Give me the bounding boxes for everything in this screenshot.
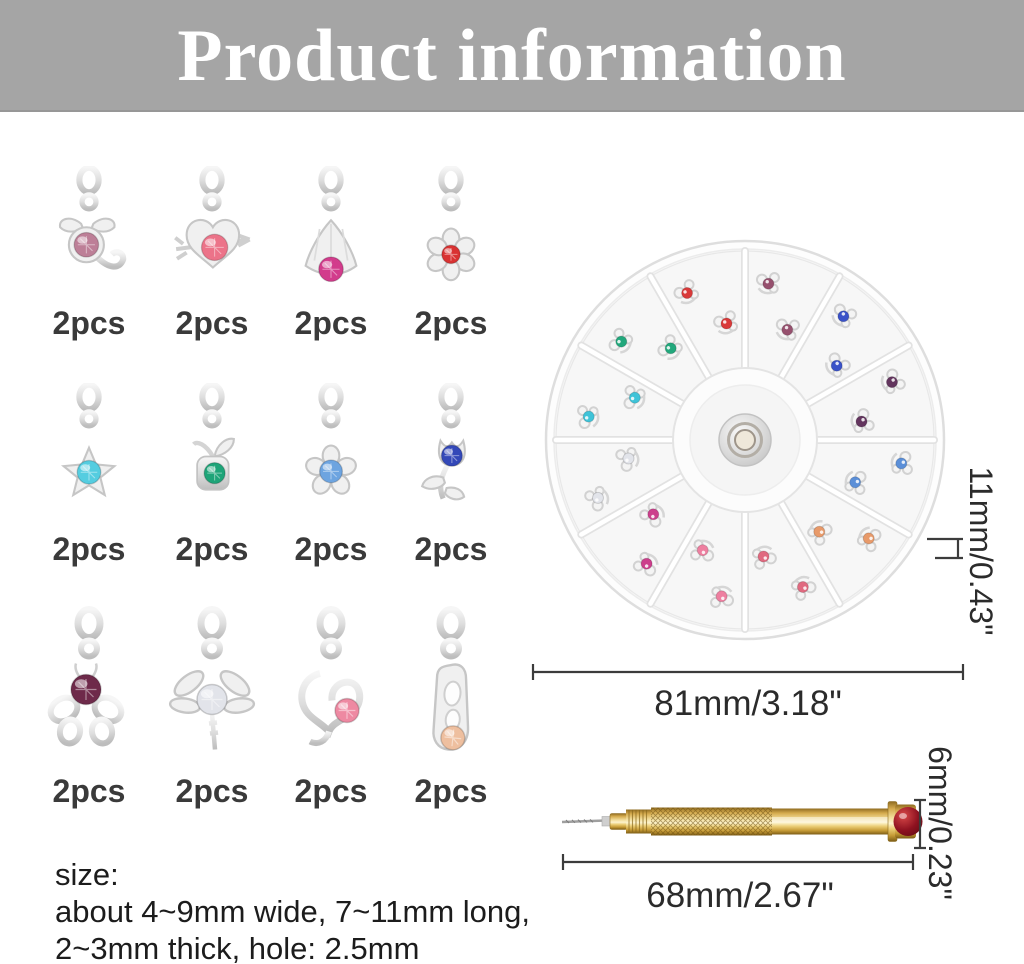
drill-bit — [561, 816, 612, 827]
wheel-charm — [844, 470, 867, 495]
charm-count-label: 2pcs — [52, 305, 126, 341]
wheel-charm — [751, 545, 777, 570]
drill-cap-gem — [893, 807, 923, 836]
flower-charm-image — [305, 383, 357, 495]
wheel-charm — [790, 575, 817, 601]
wheel-charm — [755, 272, 780, 295]
charm-item: 2pcs — [270, 606, 392, 813]
rhinestone-wheel-image — [543, 238, 947, 642]
charm-item: 2pcs — [28, 166, 150, 345]
charm-item: 2pcs — [390, 606, 512, 813]
wheel-diameter-label: 81mm/3.18" — [654, 684, 842, 723]
wheel-charm — [890, 450, 913, 475]
drill-diameter-label: 6mm/0.23" — [922, 746, 958, 900]
wheel-charm — [710, 585, 735, 608]
dragonfly-charm-image — [168, 606, 256, 750]
wheel-charm — [577, 405, 600, 430]
wheel-charm — [713, 310, 739, 335]
wheel-charm — [632, 551, 659, 577]
drill-length-dimension-line — [561, 854, 915, 870]
charm-item: 2pcs — [270, 166, 392, 345]
wheel-charm — [657, 334, 683, 360]
charm-item: 2pcs — [151, 166, 273, 345]
charm-item: 2pcs — [28, 383, 150, 571]
charm-count-label: 2pcs — [52, 531, 126, 567]
wheel-charm — [608, 327, 634, 354]
charm-count-label: 2pcs — [414, 773, 488, 809]
wheel-charm — [856, 526, 882, 553]
drill-diameter-dimension-bracket — [914, 798, 926, 850]
hand-drill-image — [561, 801, 923, 842]
charm-count-label: 2pcs — [175, 305, 249, 341]
wheel-height-label: 11mm/0.43" — [963, 466, 999, 636]
butterfly-charm-image — [47, 606, 125, 747]
size-note-line2: about 4~9mm wide, 7~11mm long, — [55, 894, 531, 929]
flower-charm-image — [426, 166, 476, 282]
wheel-charm — [690, 539, 715, 562]
wheel-charm — [807, 520, 833, 546]
wheel-charm — [831, 303, 858, 329]
slipper-charm-image — [432, 606, 470, 751]
charm-count-label: 2pcs — [175, 773, 249, 809]
wheel-charm — [825, 352, 851, 378]
star-charm-image — [60, 383, 118, 498]
tulip-charm-image — [420, 383, 466, 501]
wheel-charm — [850, 408, 875, 434]
wheel-diameter-dimension-line — [531, 664, 965, 680]
charm-count-label: 2pcs — [294, 531, 368, 567]
charm-item: 2pcs — [390, 166, 512, 345]
charm-count-label: 2pcs — [52, 773, 126, 809]
charm-count-label: 2pcs — [294, 305, 368, 341]
wheel-charm — [639, 502, 665, 528]
wheel-charm — [584, 485, 610, 512]
charm-count-label: 2pcs — [175, 531, 249, 567]
drill-length-label: 68mm/2.67" — [646, 876, 834, 915]
wheel-charm — [623, 385, 646, 410]
heart-arrow-charm-image — [174, 166, 251, 269]
wheel-height-dimension-bracket — [927, 537, 963, 560]
page-title: Product information — [177, 15, 847, 97]
wheel-charm — [615, 446, 640, 472]
charm-item: 2pcs — [390, 383, 512, 571]
charm-item: 2pcs — [151, 606, 273, 813]
size-note-line3: 2~3mm thick, hole: 2.5mm — [55, 931, 420, 964]
size-note-line1: size: — [55, 857, 119, 892]
wheel-hub — [672, 367, 818, 513]
drill-handle — [609, 801, 916, 842]
charm-count-label: 2pcs — [294, 773, 368, 809]
charm-count-label: 2pcs — [414, 305, 488, 341]
charm-item: 2pcs — [28, 606, 150, 813]
heart-charm-image — [298, 606, 364, 747]
wheel-charm — [880, 368, 906, 395]
charm-item: 2pcs — [151, 383, 273, 571]
apple-charm-image — [192, 383, 235, 491]
wheel-charm — [775, 318, 800, 341]
fan-charm-image — [304, 166, 358, 283]
charm-count-label: 2pcs — [414, 531, 488, 567]
charm-item: 2pcs — [270, 383, 392, 571]
scorpion-charm-image — [59, 166, 127, 270]
wheel-charm — [673, 279, 700, 305]
size-note: size: about 4~9mm wide, 7~11mm long, 2~3… — [55, 856, 530, 964]
header-banner: Product information — [0, 0, 1024, 112]
